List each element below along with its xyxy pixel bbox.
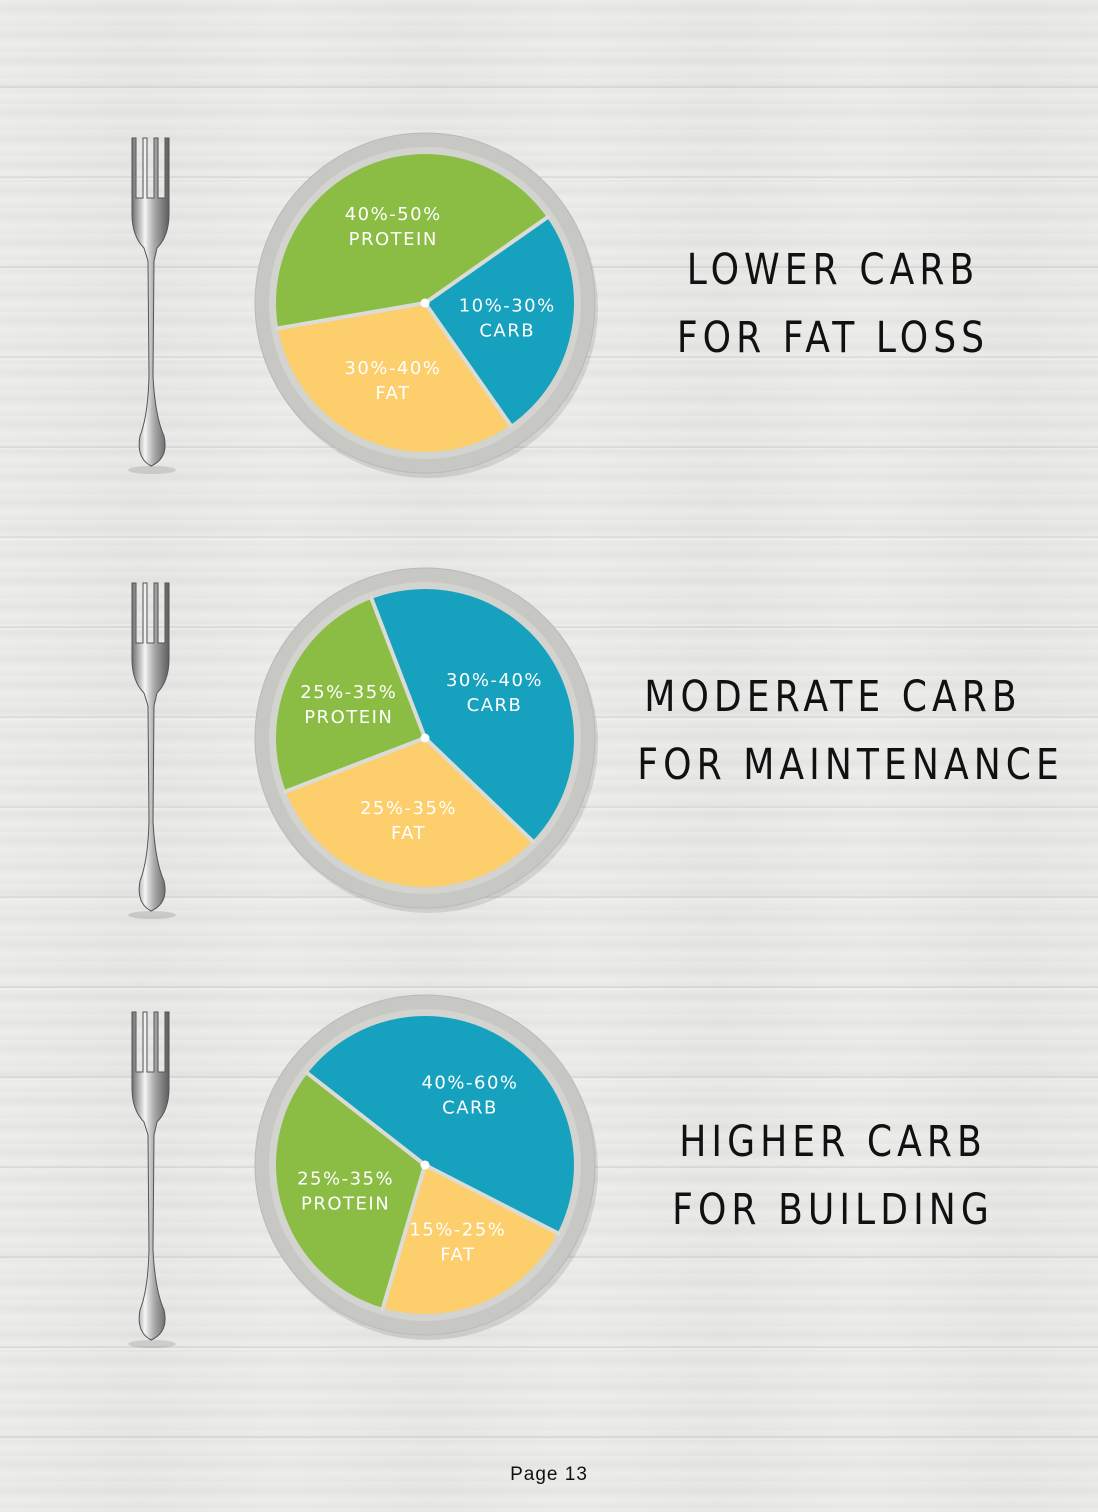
slice-name-label: CARB xyxy=(479,321,535,342)
slice-range-label: 25%-35% xyxy=(297,1169,394,1190)
chart-title-line-1: MODERATE CARB xyxy=(644,672,1022,722)
slice-name-label: CARB xyxy=(442,1098,498,1119)
pie-chart-higher-carb: 40%-60% CARB 15%-25% FAT 25%-35% PROTEIN xyxy=(254,994,598,1340)
fork-shadow xyxy=(128,911,176,919)
chart-row-lower-carb: 10%-30% CARB 30%-40% FAT 40%-50% PROTEIN LOWE… xyxy=(0,120,1098,550)
slice-name-label: PROTEIN xyxy=(349,229,438,250)
fork-icon xyxy=(128,1011,176,1348)
slice-range-label: 25%-35% xyxy=(360,798,457,819)
slice-range-label: 15%-25% xyxy=(409,1220,506,1241)
chart-row-higher-carb: 40%-60% CARB 15%-25% FAT 25%-35% PROTEIN HIGH… xyxy=(0,994,1098,1430)
chart-title-line-1: LOWER CARB xyxy=(686,245,980,295)
pie-center-dot xyxy=(420,1160,430,1170)
chart-title-line-1: HIGHER CARB xyxy=(679,1117,987,1167)
slice-range-label: 30%-40% xyxy=(446,670,543,691)
fork-icon xyxy=(128,137,176,474)
fork-shape xyxy=(131,1011,170,1341)
pie-slice-protein xyxy=(276,1073,425,1308)
chart-row-moderate-carb: 30%-40% CARB 25%-35% FAT 25%-35% PROTEIN MODE… xyxy=(0,565,1098,995)
chart-title-line-2: FOR MAINTENANCE xyxy=(637,740,1064,790)
slice-range-label: 30%-40% xyxy=(344,358,441,379)
pie-slice-carb xyxy=(307,1016,574,1234)
pie-slice-carb xyxy=(425,217,574,426)
slice-divider xyxy=(423,301,514,428)
slice-divider xyxy=(369,595,427,740)
slice-divider xyxy=(282,736,427,794)
slice-divider xyxy=(423,214,550,305)
pie-slice-fat xyxy=(382,1165,558,1315)
chart-title-line-2: FOR FAT LOSS xyxy=(676,313,990,363)
slice-name-label: PROTEIN xyxy=(304,707,393,728)
slice-name-label: FAT xyxy=(375,383,410,404)
pie-slice-fat xyxy=(278,303,511,452)
fork-shadow xyxy=(128,1340,176,1348)
pie-chart-lower-carb: 10%-30% CARB 30%-40% FAT 40%-50% PROTEIN xyxy=(254,132,598,478)
slice-divider xyxy=(423,1163,561,1236)
slice-divider xyxy=(380,1163,427,1311)
slice-range-label: 10%-30% xyxy=(459,296,556,317)
fork-icon xyxy=(128,582,176,919)
slice-divider xyxy=(423,736,536,844)
slice-name-label: CARB xyxy=(467,695,523,716)
slice-divider xyxy=(304,1070,427,1167)
slice-range-label: 25%-35% xyxy=(300,682,397,703)
fork-shadow xyxy=(128,466,176,474)
chart-title-moderate-carb: MODERATE CARB FOR MAINTENANCE xyxy=(637,663,1064,799)
pie-chart-moderate-carb: 30%-40% CARB 25%-35% FAT 25%-35% PROTEIN xyxy=(254,567,598,913)
slice-divider xyxy=(275,301,427,331)
pie-slice-carb xyxy=(371,589,574,842)
slice-name-label: PROTEIN xyxy=(301,1194,390,1215)
pie-slice-protein xyxy=(276,598,425,792)
fork-shape xyxy=(131,582,170,912)
slice-range-label: 40%-50% xyxy=(345,204,442,225)
slice-name-label: FAT xyxy=(440,1245,475,1266)
slice-range-label: 40%-60% xyxy=(421,1073,518,1094)
pie-center-dot xyxy=(420,733,430,743)
chart-title-line-2: FOR BUILDING xyxy=(672,1185,994,1235)
pie-slice-fat xyxy=(285,738,533,887)
fork-shape xyxy=(131,137,170,467)
pie-center-dot xyxy=(420,298,430,308)
page-number: Page 13 xyxy=(510,1464,588,1485)
slice-name-label: FAT xyxy=(391,823,426,844)
chart-title-higher-carb: HIGHER CARB FOR BUILDING xyxy=(637,1108,1028,1244)
chart-title-lower-carb: LOWER CARB FOR FAT LOSS xyxy=(637,236,1028,372)
pie-slice-protein xyxy=(275,154,548,329)
